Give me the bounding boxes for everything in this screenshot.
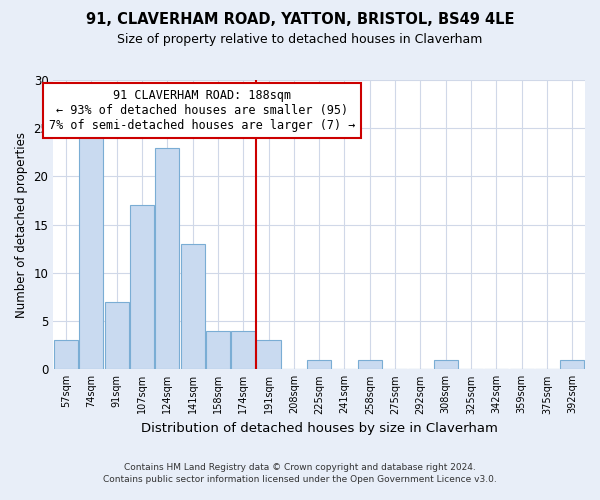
Bar [181,244,205,370]
Bar [155,148,179,370]
Bar [79,128,103,370]
Bar [231,330,255,370]
Bar [130,206,154,370]
Text: 91, CLAVERHAM ROAD, YATTON, BRISTOL, BS49 4LE: 91, CLAVERHAM ROAD, YATTON, BRISTOL, BS4… [86,12,514,28]
Bar [358,360,382,370]
Bar [256,340,281,370]
Y-axis label: Number of detached properties: Number of detached properties [15,132,28,318]
Bar [206,330,230,370]
Bar [560,360,584,370]
Bar [54,340,78,370]
Text: Contains public sector information licensed under the Open Government Licence v3: Contains public sector information licen… [103,474,497,484]
Text: Size of property relative to detached houses in Claverham: Size of property relative to detached ho… [118,32,482,46]
Text: 91 CLAVERHAM ROAD: 188sqm
← 93% of detached houses are smaller (95)
7% of semi-d: 91 CLAVERHAM ROAD: 188sqm ← 93% of detac… [49,88,355,132]
X-axis label: Distribution of detached houses by size in Claverham: Distribution of detached houses by size … [141,422,497,435]
Bar [104,302,128,370]
Text: Contains HM Land Registry data © Crown copyright and database right 2024.: Contains HM Land Registry data © Crown c… [124,464,476,472]
Bar [307,360,331,370]
Bar [434,360,458,370]
